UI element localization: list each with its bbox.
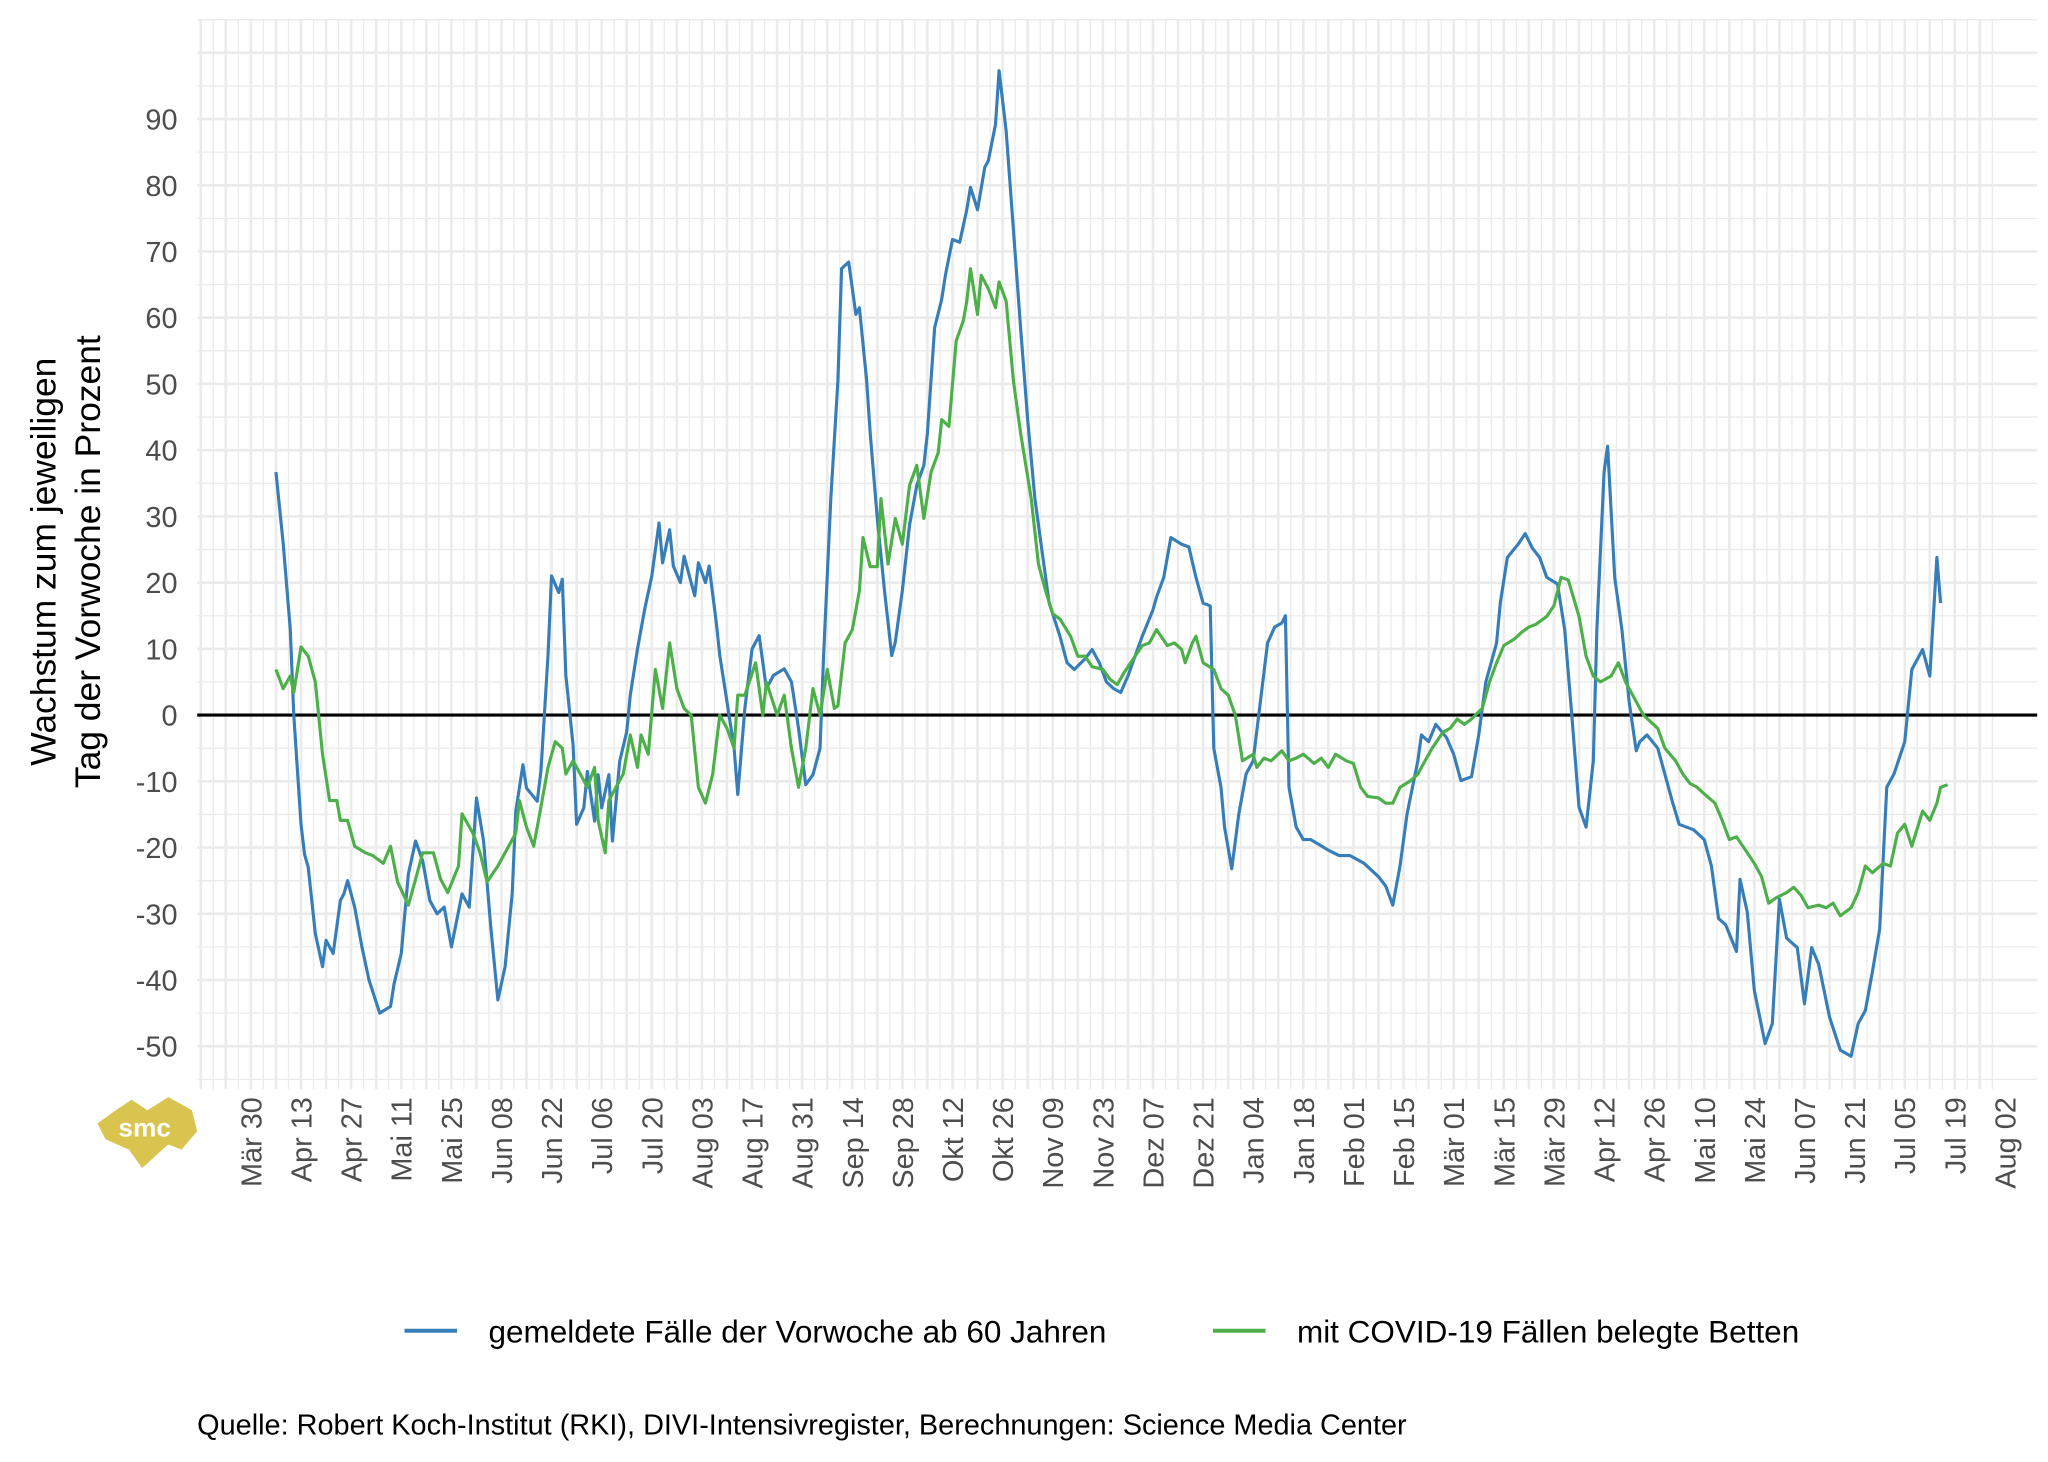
y-tick-label: 90 [145, 105, 177, 137]
x-tick-label: Nov 23 [1088, 1097, 1120, 1188]
x-axis-ticks: Mär 30 Apr 13 Apr 27 Mai 11 Mai 25 Jun 08 Jun … [236, 1097, 2022, 1188]
x-tick-label: Apr 26 [1640, 1097, 1672, 1182]
x-tick-label: Mai 25 [437, 1097, 469, 1184]
x-tick-label: Jun 07 [1790, 1097, 1822, 1184]
x-tick-label: Mär 15 [1489, 1097, 1521, 1187]
y-tick-label: 20 [145, 568, 177, 600]
x-tick-label: Apr 27 [337, 1097, 369, 1182]
x-tick-label: Okt 12 [938, 1097, 970, 1182]
x-tick-label: Mär 29 [1539, 1097, 1571, 1187]
x-tick-label: Jul 20 [637, 1097, 669, 1174]
y-tick-label: 60 [145, 303, 177, 335]
x-tick-label: Mär 01 [1439, 1097, 1471, 1187]
legend-label-beds: mit COVID-19 Fällen belegte Betten [1297, 1314, 1799, 1350]
logo-shape [97, 1097, 198, 1169]
x-tick-label: Aug 31 [788, 1097, 820, 1188]
series-line-covid-beds [274, 267, 1949, 918]
x-tick-label: Aug 02 [1990, 1097, 2022, 1188]
x-tick-label: Sep 14 [838, 1097, 870, 1188]
y-axis-label-line-1: Wachstum zum jeweiligen [23, 358, 63, 766]
x-tick-label: Dez 21 [1189, 1097, 1221, 1188]
x-tick-label: Jan 18 [1289, 1097, 1321, 1184]
y-tick-label: 40 [145, 436, 177, 468]
x-tick-label: Apr 12 [1590, 1097, 1622, 1182]
y-tick-label: 70 [145, 237, 177, 269]
x-tick-label: Apr 13 [287, 1097, 319, 1182]
y-tick-label: 0 [161, 701, 177, 733]
legend: gemeldete Fälle der Vorwoche ab 60 Jahre… [404, 1314, 1799, 1350]
grid [197, 19, 2038, 1090]
y-axis-ticks: -50 -40 -30 -20 -10 0 10 20 30 40 50 60 70 80 90 [136, 105, 178, 1064]
x-tick-label: Jul 06 [587, 1097, 619, 1174]
x-tick-label: Mai 11 [387, 1097, 419, 1181]
y-axis-label-line-2: Tag der Vorwoche in Prozent [68, 335, 108, 788]
x-tick-label: Jun 22 [537, 1097, 569, 1184]
x-tick-label: Feb 15 [1389, 1097, 1421, 1187]
x-tick-label: Dez 07 [1138, 1097, 1170, 1188]
x-tick-label: Mai 24 [1740, 1097, 1772, 1184]
legend-label-cases: gemeldete Fälle der Vorwoche ab 60 Jahre… [489, 1314, 1107, 1350]
x-tick-label: Jul 19 [1940, 1097, 1972, 1174]
y-tick-label: -40 [136, 966, 178, 998]
y-tick-label: 80 [145, 171, 177, 203]
x-tick-label: Aug 03 [687, 1097, 719, 1188]
x-tick-label: Mai 10 [1690, 1097, 1722, 1184]
smc-logo: smc [97, 1097, 198, 1169]
y-tick-label: -50 [136, 1032, 178, 1064]
x-tick-label: Nov 09 [1038, 1097, 1070, 1188]
x-tick-label: Jan 04 [1239, 1097, 1271, 1184]
x-tick-label: Mär 30 [236, 1097, 268, 1187]
x-tick-label: Jul 05 [1890, 1097, 1922, 1174]
x-tick-label: Jun 08 [487, 1097, 519, 1184]
y-tick-label: -30 [136, 899, 178, 931]
caption: Quelle: Robert Koch-Institut (RKI), DIVI… [197, 1409, 1407, 1441]
series-group [274, 69, 1949, 1058]
x-tick-label: Sep 28 [888, 1097, 920, 1188]
x-tick-label: Feb 01 [1339, 1097, 1371, 1187]
y-tick-label: 10 [145, 634, 177, 666]
y-tick-label: -10 [136, 767, 178, 799]
y-tick-label: 50 [145, 369, 177, 401]
y-tick-label: -20 [136, 833, 178, 865]
x-tick-label: Jun 21 [1840, 1097, 1872, 1184]
x-tick-label: Aug 17 [738, 1097, 770, 1188]
series-line-cases-60plus [274, 69, 1943, 1058]
x-tick-label: Okt 26 [988, 1097, 1020, 1182]
logo-text: smc [118, 1113, 171, 1143]
y-tick-label: 30 [145, 502, 177, 534]
